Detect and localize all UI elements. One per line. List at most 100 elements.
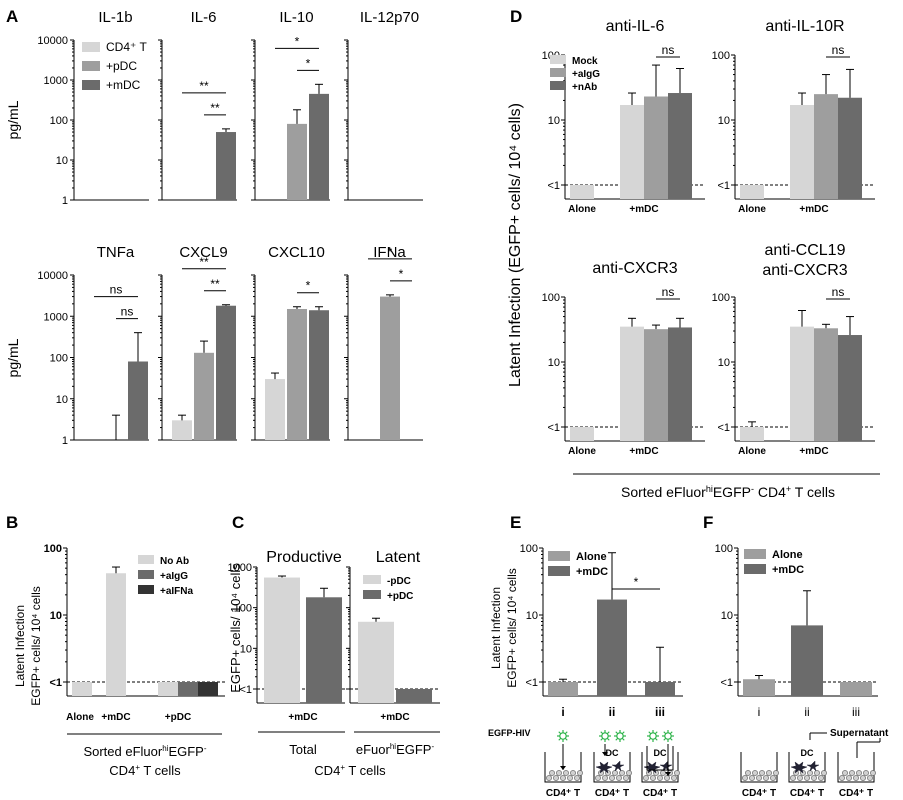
panel-e-legend-swatch	[548, 551, 570, 561]
panel-c-footer: CD4+ T cells	[314, 763, 386, 778]
panel-letter: E	[510, 513, 521, 532]
panel-d-bar	[668, 327, 692, 441]
panel-b-legend-label: +aIFNa	[160, 586, 194, 597]
panel-d-xlabel: +mDC	[799, 446, 828, 457]
panel-a-sig-label: *	[306, 279, 311, 293]
panel-e-virus-icon-core	[649, 732, 657, 740]
panel-c-bar	[396, 689, 432, 703]
panel-f-well-ii-dc-star	[790, 761, 808, 774]
panel-b-xlabel: Alone	[66, 712, 94, 723]
panel-a-sig-label: *	[388, 245, 393, 259]
panel-f-well-ii-cell	[818, 775, 824, 781]
panel-a-IL-1b-tick-label: 10	[56, 155, 68, 167]
panel-d-bar	[740, 185, 764, 199]
panel-c-tick-label: 10	[240, 643, 252, 655]
panel-a-chart-title: IL-10	[279, 9, 313, 26]
panel-a-sig-label: **	[210, 277, 220, 291]
panel-e-bar	[645, 682, 675, 696]
panel-f-well-ii-cell	[821, 770, 827, 776]
panel-d-xlabel: +mDC	[799, 204, 828, 215]
panel-e-roman-label: i	[561, 705, 564, 719]
panel-d-bar	[790, 105, 814, 199]
panel-f-well-i-cell	[763, 775, 769, 781]
panel-e-tick-label: 100	[520, 543, 538, 555]
panel-f-well-ii-cell	[804, 775, 810, 781]
panel-f-well-i-cell	[766, 770, 772, 776]
panel-a-sig-label: **	[210, 101, 220, 115]
panel-f-legend-label: +mDC	[772, 564, 804, 576]
panel-c-legend-label: -pDC	[387, 576, 411, 587]
panel-f-well-i-cell	[749, 775, 755, 781]
panel-d-tick-label: <1	[717, 422, 730, 434]
panel-e-well-iii-cell	[650, 775, 656, 781]
panel-a-chart-title: IL-12p70	[360, 9, 419, 26]
panel-d-bar	[814, 328, 838, 441]
panel-d-tick-label: 100	[542, 292, 560, 304]
panel-d-tick-label: 100	[712, 50, 730, 62]
panel-e-well-i-cell	[570, 770, 576, 776]
panel-b-xlabel: +mDC	[101, 712, 130, 723]
panel-f-well-iii-cell	[839, 775, 845, 781]
panel-e-virus-icon-core	[559, 732, 567, 740]
panel-f-tick-label: 100	[715, 543, 733, 555]
panel-letter: D	[510, 7, 522, 26]
panel-e-virus-icon	[647, 730, 659, 742]
panel-d-xlabel: Alone	[568, 446, 596, 457]
panel-d-bar	[740, 427, 764, 441]
panel-d-chart-title: anti-CXCR3	[592, 260, 677, 277]
panel-a-sig-label: ns	[110, 283, 123, 297]
panel-b-tick-label: <1	[49, 677, 62, 689]
panel-e-well-ii-dc-star	[595, 761, 613, 774]
panel-a-sig-label: *	[295, 34, 300, 48]
panel-a-TNFa-tick-label: 100	[50, 353, 68, 365]
panel-d-xlabel: +mDC	[629, 446, 658, 457]
panel-c-bar	[264, 577, 300, 703]
panel-f-well-ii-cell	[797, 775, 803, 781]
panel-e-well-ii-dc-star	[611, 760, 625, 772]
panel-e-virus-icon	[599, 730, 611, 742]
panel-e-legend-label: +mDC	[576, 566, 608, 578]
panel-e-sig-label: *	[634, 575, 639, 589]
panel-f-well-iii-cell	[860, 775, 866, 781]
panel-letter: F	[703, 513, 713, 532]
panel-b-legend-label: No Ab	[160, 556, 189, 567]
panel-d-sig-label: ns	[832, 285, 845, 299]
panel-a-TNFa-tick-label: 1000	[44, 311, 68, 323]
panel-d-legend-swatch	[550, 55, 566, 64]
panel-c-bar	[306, 597, 342, 703]
panel-a-chart-title: CXCL9	[179, 244, 227, 261]
panel-f-well-iii-cell	[863, 770, 869, 776]
panel-f-well-iii-label: CD4⁺ T	[839, 788, 873, 799]
panel-e-well-i-cell	[553, 775, 559, 781]
panel-e-well-ii-cell	[595, 775, 601, 781]
panel-c-tick-label: <1	[239, 684, 252, 696]
panel-d-footer: Sorted eFluorhiEGFP- CD4+ T cells	[621, 484, 835, 500]
panel-e-well-ii-cell	[626, 770, 632, 776]
panel-f-well-iii-cell	[856, 770, 862, 776]
panel-d-tick-label: <1	[547, 180, 560, 192]
panel-e-well-iii-label: CD4⁺ T	[643, 788, 677, 799]
panel-a-sig-label: **	[199, 79, 209, 93]
panel-a-bar	[216, 305, 236, 440]
panel-d-bar	[838, 335, 862, 441]
panel-f-well-ii-dc-label: DC	[801, 748, 814, 758]
panel-b-xlabel: +pDC	[165, 712, 191, 723]
panel-e-well-iii-cell	[674, 770, 680, 776]
panel-d-bar	[570, 427, 594, 441]
panel-f-well-i-cell	[759, 770, 765, 776]
panel-a-legend-label: +pDC	[106, 59, 137, 73]
panel-f-well-iii-cell	[849, 770, 855, 776]
panel-b-bar	[158, 682, 178, 696]
panel-c-title: Productive	[266, 549, 342, 566]
panel-f-well-i-cell	[756, 775, 762, 781]
panel-e-virus-icon-core	[601, 732, 609, 740]
panel-a-bar	[194, 352, 214, 440]
panel-e-well-iii-transwell-insert	[646, 746, 674, 771]
panel-f-well-i-cell	[770, 775, 776, 781]
panel-d-sig-label: ns	[832, 43, 845, 57]
panel-a-TNFa-tick-label: 10000	[37, 270, 68, 282]
panel-a-chart-title: IL-6	[191, 9, 217, 26]
panel-e-arrow-head	[602, 752, 608, 756]
panel-e-virus-icon	[557, 730, 569, 742]
panel-b-footer: CD4+ T cells	[109, 763, 181, 778]
